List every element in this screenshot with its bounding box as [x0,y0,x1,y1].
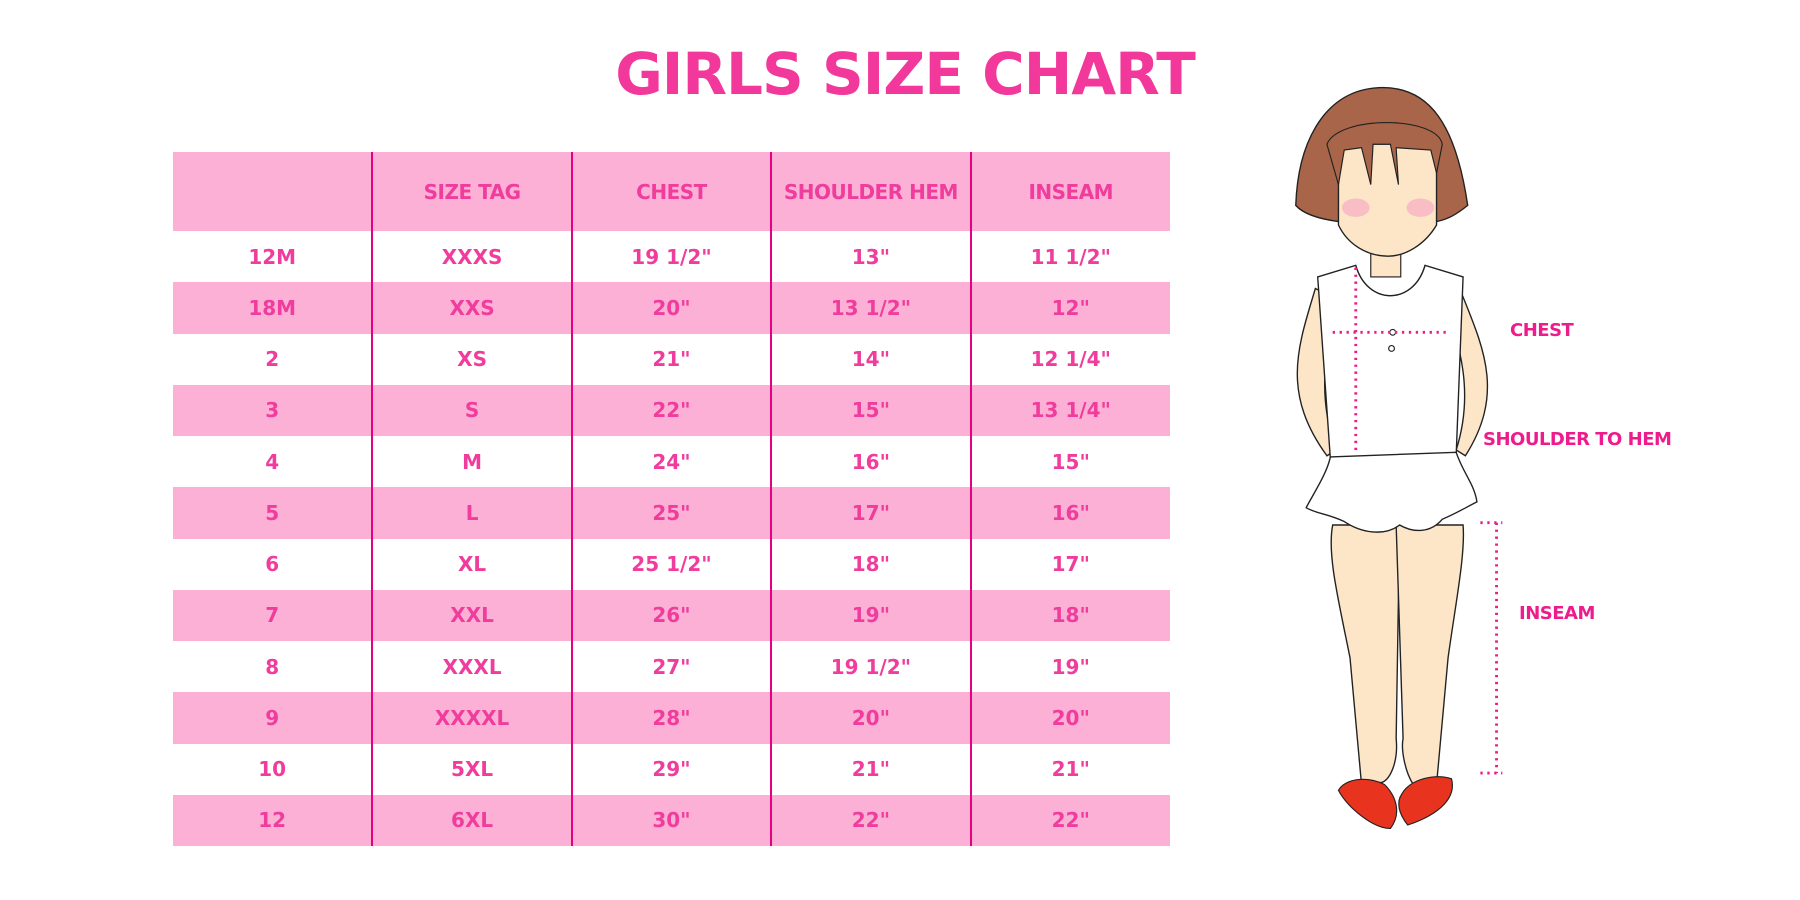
table-cell: 19 1/2" [770,641,971,693]
table-cell: 16" [969,487,1170,539]
table-header-row: SIZE TAG CHEST SHOULDER HEM INSEAM [173,152,1170,231]
bloomers [1305,451,1478,533]
table-row: 9 XXXXL 28" 20" 20" [173,692,1170,744]
table-row: 10 5XL 29" 21" 21" [173,743,1170,795]
size-table: SIZE TAG CHEST SHOULDER HEM INSEAM 12M XX… [173,152,1170,846]
table-cell: 5XL [371,743,572,795]
table-cell: 13" [770,231,971,283]
table-cell: 3 [173,384,373,436]
table-row: 2 XS 21" 14" 12 1/4" [173,333,1170,385]
table-cell: 28" [570,692,772,744]
table-cell: 25 1/2" [570,538,772,590]
table-cell: XXXXL [371,692,572,744]
face [1337,143,1438,257]
table-cell: XXL [371,589,572,641]
chest-label: CHEST [1510,320,1574,341]
table-cell: 12 1/4" [969,333,1170,385]
table-row: 18M XXS 20" 13 1/2" 12" [173,282,1170,334]
shirt [1316,264,1464,460]
table-cell: 18M [173,282,373,334]
header-cell: SHOULDER HEM [770,152,971,231]
table-cell: 30" [570,794,772,846]
table-cell: 20" [570,282,772,334]
header-cell: CHEST [570,152,772,231]
table-cell: 24" [570,436,772,488]
table-cell: 20" [969,692,1170,744]
shoe-right [1398,776,1453,826]
table-cell: 20" [770,692,971,744]
table-cell: 21" [770,743,971,795]
table-cell: 4 [265,449,280,474]
table-cell: 21" [969,743,1170,795]
table-cell: 14" [770,333,971,385]
table-cell: XXXL [371,641,572,693]
table-cell: 15" [969,436,1170,488]
table-cell: 22" [570,384,772,436]
table-cell: 21" [570,333,772,385]
table-cell: 5 [173,487,373,539]
table-cell: 18" [969,589,1170,641]
header-cell: SIZE TAG [371,152,572,231]
table-cell: 16" [770,436,971,488]
table-cell: L [371,487,572,539]
table-cell: 17" [770,487,971,539]
header-cell [173,152,373,231]
table-row: 7 XXL 26" 19" 18" [173,589,1170,641]
table-cell: 15" [770,384,971,436]
table-row: 4 M 24" 16" 15" [173,436,1170,488]
table-cell: 22" [770,794,971,846]
table-cell: 19" [969,641,1170,693]
table-row: 3 S 22" 15" 13 1/4" [173,384,1170,436]
table-cell: 12 [173,794,373,846]
table-cell: 8 [265,654,280,679]
table-cell: 6 [265,552,280,577]
inseam-label: INSEAM [1519,603,1595,624]
table-cell: 26" [570,589,772,641]
table-cell: 18" [770,538,971,590]
table-cell: 7 [173,589,373,641]
table-row: 8 XXXL 27" 19 1/2" 19" [173,641,1170,693]
table-cell: XL [371,538,572,590]
table-cell: M [371,436,572,488]
table-cell: 13 1/2" [770,282,971,334]
table-row: 12M XXXS 19 1/2" 13" 11 1/2" [173,231,1170,283]
page-title: GIRLS SIZE CHART [615,40,1196,108]
table-cell: 12" [969,282,1170,334]
table-row: 12 6XL 30" 22" 22" [173,794,1170,846]
table-cell: 11 1/2" [969,231,1170,283]
table-cell: 19" [770,589,971,641]
header-cell: INSEAM [969,152,1170,231]
table-cell: 27" [570,641,772,693]
table-cell: 9 [173,692,373,744]
shoulder-to-hem-label: SHOULDER TO HEM [1483,429,1672,450]
table-row: 5 L 25" 17" 16" [173,487,1170,539]
table-cell: 10 [258,757,287,782]
table-cell: 22" [969,794,1170,846]
table-cell: 25" [570,487,772,539]
table-cell: 17" [969,538,1170,590]
table-cell: S [371,384,572,436]
table-cell: 2 [265,347,280,372]
table-cell: XXS [371,282,572,334]
table-row: 6 XL 25 1/2" 18" 17" [173,538,1170,590]
table-cell: XS [371,333,572,385]
table-cell: XXXS [371,231,572,283]
table-cell: 12M [248,244,297,269]
shoe-left [1337,778,1398,830]
table-cell: 29" [570,743,772,795]
table-cell: 13 1/4" [969,384,1170,436]
table-cell: 19 1/2" [570,231,772,283]
table-cell: 6XL [371,794,572,846]
